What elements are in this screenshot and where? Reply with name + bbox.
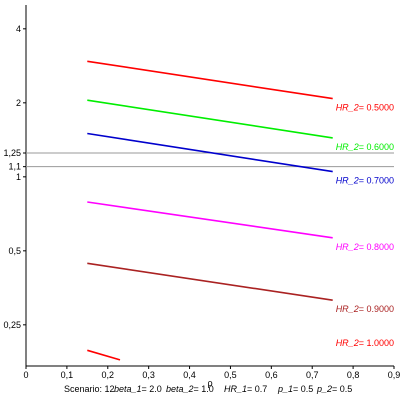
x-axis-label: ρ — [207, 378, 212, 388]
x-tick-label: 0,4 — [183, 370, 196, 380]
y-tick-label: 1,1 — [8, 162, 21, 172]
reference-lines — [26, 152, 394, 168]
series-line — [87, 99, 333, 139]
series-line — [87, 60, 333, 100]
series-label: HR_2= 0.8000 — [336, 242, 394, 252]
x-tick-label: 0,2 — [102, 370, 115, 380]
x-tick-label: 0,1 — [61, 370, 74, 380]
y-ticks: 4 2 1,25 1,11 0,5 0,25 — [3, 24, 26, 330]
x-tick-label: 0,7 — [306, 370, 319, 380]
series-label: HR_2= 0.9000 — [336, 304, 394, 314]
x-tick-label: 0,5 — [224, 370, 237, 380]
param-beta-2: beta_2= 1.0 — [166, 384, 214, 394]
y-tick-label: 4 — [16, 24, 21, 34]
x-tick-label: 0,6 — [265, 370, 278, 380]
series-label: HR_2= 0.7000 — [336, 176, 394, 186]
y-tick-label: 2 — [16, 98, 21, 108]
x-tick-label: 0,8 — [347, 370, 360, 380]
y-tick-label: 1 — [16, 172, 21, 182]
series-label: HR_2= 0.6000 — [336, 142, 394, 152]
x-tick-label: 0,3 — [142, 370, 155, 380]
param-p-2: p_2= 0.5 — [317, 384, 353, 394]
y-tick-label: 1,25 — [3, 148, 21, 158]
param-hr-1: HR_1= 0.7 — [224, 384, 268, 394]
x-ticks: 0 0,1 0,2 0,3 0,4 0,5 0,6 0,7 0,8 0,9 — [23, 366, 400, 380]
series-label: HR_2= 1.0000 — [336, 338, 394, 348]
series-line — [87, 201, 333, 239]
scenario-text: Scenario: 12 — [64, 384, 115, 394]
x-tick-label: 0,9 — [388, 370, 400, 380]
param-p-1: p_1= 0.5 — [278, 384, 314, 394]
footer: Scenario: 12 beta_1= 2.0 beta_2= 1.0 HR_… — [0, 384, 400, 398]
series-label: HR_2= 0.5000 — [336, 103, 394, 113]
series-line — [87, 262, 333, 301]
series-line — [87, 349, 121, 361]
x-tick-label: 0 — [23, 370, 28, 380]
y-tick-label: 0,25 — [3, 320, 21, 330]
series-line — [87, 132, 333, 173]
y-tick-label: 0,5 — [8, 246, 21, 256]
series-group: HR_2= 0.5000 HR_2= 0.6000 HR_2= 0.7000 HR_2… — [87, 60, 394, 361]
param-beta-1: beta_1= 2.0 — [114, 384, 162, 394]
